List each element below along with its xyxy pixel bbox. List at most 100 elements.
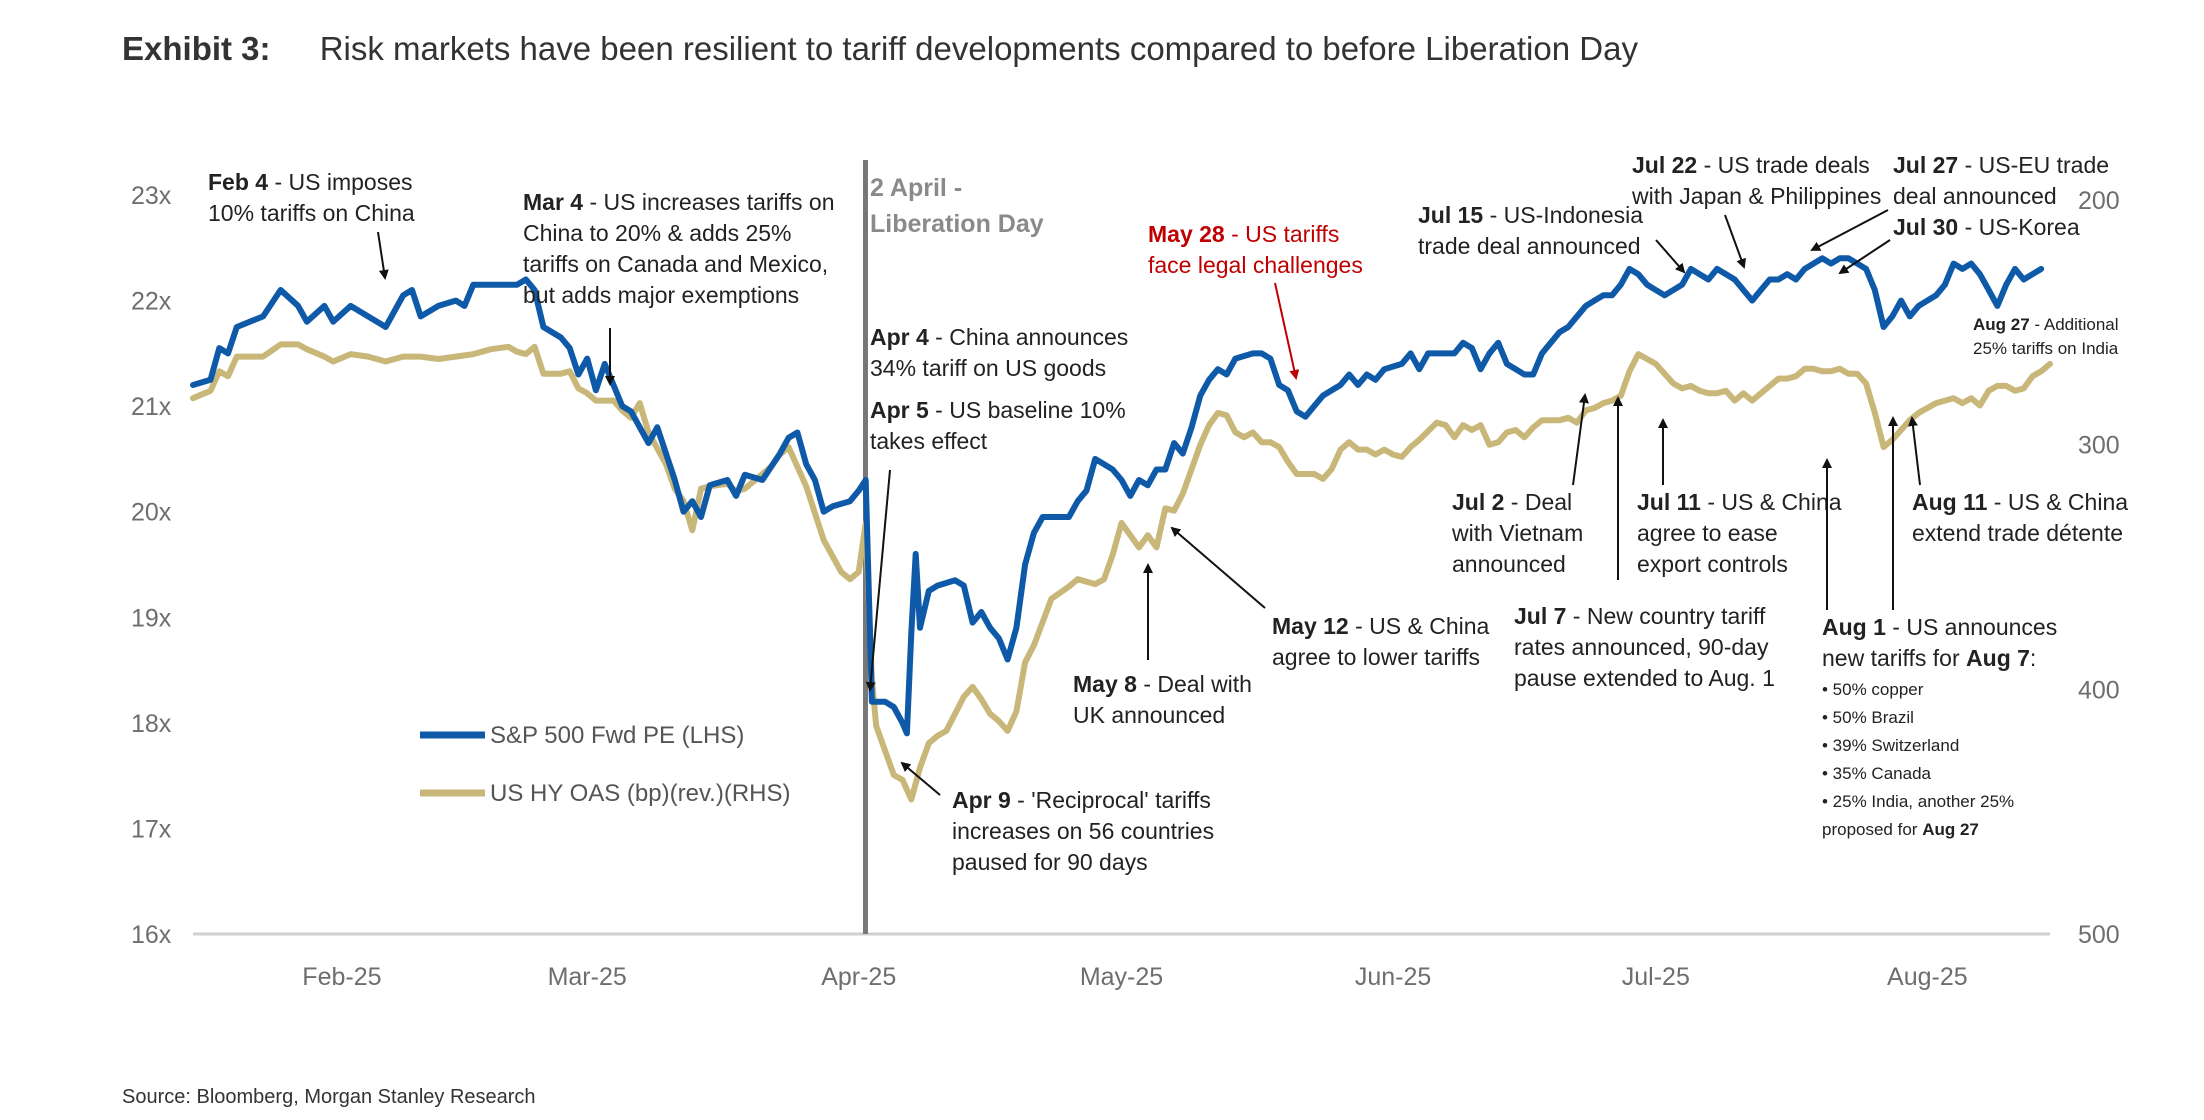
svg-text:• 35% Canada: • 35% Canada: [1822, 764, 1932, 783]
svg-text:10% tariffs on China: 10% tariffs on China: [208, 200, 415, 226]
svg-text:but adds major exemptions: but adds major exemptions: [523, 282, 799, 308]
arrow-jul15: [1655, 239, 1686, 274]
source-note: Source: Bloomberg, Morgan Stanley Resear…: [122, 1086, 536, 1108]
exhibit-header: Exhibit 3: Risk markets have been resili…: [122, 30, 1638, 68]
svg-text:UK announced: UK announced: [1073, 702, 1225, 728]
x-tick-label: Jun-25: [1355, 963, 1431, 991]
svg-text:May 8 - Deal with: May 8 - Deal with: [1073, 671, 1252, 697]
svg-text:Aug 27 - Additional: Aug 27 - Additional: [1973, 315, 2119, 334]
svg-text:May 28 - US tariffs: May 28 - US tariffs: [1148, 221, 1339, 247]
svg-text:May 12 - US & China: May 12 - US & China: [1272, 613, 1490, 639]
svg-text:new tariffs for Aug 7:: new tariffs for Aug 7:: [1822, 645, 2036, 671]
y-left-tick-label: 19x: [131, 604, 172, 632]
annotation-aug11: Aug 11 - US & China extend trade détente: [1912, 489, 2128, 546]
arrow-feb4: [377, 231, 389, 280]
svg-text:China to 20% & adds 25%: China to 20% & adds 25%: [523, 220, 792, 246]
exhibit-label: Exhibit 3:: [122, 30, 271, 67]
y-right-tick-label: 200: [2078, 187, 2120, 215]
y-right-tick-label: 400: [2078, 676, 2120, 704]
svg-text:extend trade détente: extend trade détente: [1912, 520, 2123, 546]
annotation-jul22: Jul 22 - US trade deals with Japan & Phi…: [1631, 152, 1881, 209]
annotation-apr5: Apr 5 - US baseline 10% takes effect: [870, 397, 1126, 454]
svg-text:34% tariff on US goods: 34% tariff on US goods: [870, 355, 1106, 381]
annotation-apr9: Apr 9 - 'Reciprocal' tariffs increases o…: [952, 787, 1214, 875]
y-left-tick-label: 17x: [131, 815, 172, 843]
x-tick-label: Mar-25: [548, 963, 627, 991]
legend-label-hy: US HY OAS (bp)(rev.)(RHS): [490, 780, 790, 807]
svg-text:increases on 56 countries: increases on 56 countries: [952, 818, 1214, 844]
svg-text:face legal challenges: face legal challenges: [1148, 252, 1363, 278]
arrow-may12: [1170, 526, 1266, 609]
svg-text:• 50% Brazil: • 50% Brazil: [1822, 708, 1914, 727]
svg-text:with Japan & Philippines: with Japan & Philippines: [1631, 183, 1881, 209]
svg-text:Aug 1 - US announces: Aug 1 - US announces: [1822, 614, 2057, 640]
svg-text:paused for 90 days: paused for 90 days: [952, 849, 1148, 875]
annotation-jul27: Jul 27 - US-EU trade deal announced: [1893, 152, 2109, 209]
svg-text:Apr 4 - China announces: Apr 4 - China announces: [870, 324, 1128, 350]
svg-text:Aug 11 - US & China: Aug 11 - US & China: [1912, 489, 2128, 515]
svg-text:Jul 30 - US-Korea: Jul 30 - US-Korea: [1893, 214, 2080, 240]
svg-text:Jul 22 - US trade deals: Jul 22 - US trade deals: [1632, 152, 1870, 178]
annotation-jul15: Jul 15 - US-Indonesia trade deal announc…: [1418, 202, 1643, 259]
annotation-may28: May 28 - US tariffs face legal challenge…: [1148, 221, 1363, 278]
svg-text:tariffs on Canada and Mexico,: tariffs on Canada and Mexico,: [523, 251, 828, 277]
annotation-may8: May 8 - Deal with UK announced: [1073, 671, 1252, 728]
liberation-day-line2: Liberation Day: [870, 210, 1044, 238]
annotation-jul30: Jul 30 - US-Korea: [1893, 214, 2080, 240]
svg-text:announced: announced: [1452, 551, 1566, 577]
y-left-tick-label: 22x: [131, 288, 172, 316]
arrow-may28: [1274, 282, 1300, 380]
y-right-tick-label: 300: [2078, 432, 2120, 460]
svg-text:proposed for Aug 27: proposed for Aug 27: [1822, 820, 1979, 839]
legend-label-sp500: S&P 500 Fwd PE (LHS): [490, 722, 744, 749]
arrow-apr: [865, 469, 891, 692]
x-tick-label: Jul-25: [1622, 963, 1690, 991]
svg-text:25% tariffs on India: 25% tariffs on India: [1973, 339, 2119, 358]
svg-text:Feb 4 - US imposes: Feb 4 - US imposes: [208, 169, 413, 195]
svg-text:• 50% copper: • 50% copper: [1822, 680, 1924, 699]
svg-text:Jul 15 - US-Indonesia: Jul 15 - US-Indonesia: [1418, 202, 1643, 228]
x-tick-label: Aug-25: [1887, 963, 1968, 991]
annotation-jul7: Jul 7 - New country tariff rates announc…: [1514, 603, 1775, 691]
svg-text:Jul 2 - Deal: Jul 2 - Deal: [1452, 489, 1572, 515]
arrow-jul27: [1810, 209, 1889, 251]
svg-text:agree to lower tariffs: agree to lower tariffs: [1272, 644, 1480, 670]
svg-text:deal announced: deal announced: [1893, 183, 2057, 209]
sp500-fwd-pe-line: [190, 255, 2045, 737]
svg-text:Apr 9 - 'Reciprocal' tariffs: Apr 9 - 'Reciprocal' tariffs: [952, 787, 1211, 813]
arrow-jul22: [1724, 214, 1746, 269]
x-tick-label: May-25: [1080, 963, 1163, 991]
svg-text:Mar 4 - US increases tariffs o: Mar 4 - US increases tariffs on: [523, 189, 835, 215]
arrow-jul2: [1572, 393, 1589, 486]
annotation-apr4: Apr 4 - China announces 34% tariff on US…: [870, 324, 1128, 381]
svg-text:pause extended to Aug. 1: pause extended to Aug. 1: [1514, 665, 1775, 691]
annotation-jul2: Jul 2 - Deal with Vietnam announced: [1451, 489, 1583, 577]
svg-text:export controls: export controls: [1637, 551, 1788, 577]
annotation-mar4: Mar 4 - US increases tariffs on China to…: [523, 189, 835, 308]
y-left-tick-label: 21x: [131, 393, 172, 421]
liberation-day-line1: 2 April -: [870, 174, 962, 202]
y-left-tick-label: 18x: [131, 710, 172, 738]
y-left-tick-label: 20x: [131, 499, 172, 527]
exhibit-title: Risk markets have been resilient to tari…: [319, 30, 1638, 67]
x-tick-label: Apr-25: [821, 963, 896, 991]
annotation-aug1: Aug 1 - US announces new tariffs for Aug…: [1822, 614, 2057, 839]
svg-text:Jul 11 - US & China: Jul 11 - US & China: [1637, 489, 1842, 515]
svg-text:trade deal announced: trade deal announced: [1418, 233, 1641, 259]
svg-text:agree to ease: agree to ease: [1637, 520, 1778, 546]
svg-text:• 39% Switzerland: • 39% Switzerland: [1822, 736, 1959, 755]
annotation-feb4: Feb 4 - US imposes 10% tariffs on China: [208, 169, 415, 226]
annotation-aug27: Aug 27 - Additional 25% tariffs on India: [1973, 315, 2119, 358]
svg-text:• 25% India, another 25%: • 25% India, another 25%: [1822, 792, 2014, 811]
x-tick-label: Feb-25: [302, 963, 381, 991]
annotation-arrows: [377, 209, 1921, 796]
svg-text:Apr 5 - US baseline 10%: Apr 5 - US baseline 10%: [870, 397, 1126, 423]
arrow-jul30: [1838, 239, 1891, 275]
svg-text:Jul 27 - US-EU trade: Jul 27 - US-EU trade: [1893, 152, 2109, 178]
svg-text:Jul 7 - New country tariff: Jul 7 - New country tariff: [1514, 603, 1766, 629]
us-hy-oas-line: [190, 341, 2053, 803]
svg-text:takes effect: takes effect: [870, 428, 988, 454]
y-left-tick-label: 23x: [131, 182, 172, 210]
annotation-jul11: Jul 11 - US & China agree to ease export…: [1637, 489, 1842, 577]
annotation-may12: May 12 - US & China agree to lower tarif…: [1272, 613, 1490, 670]
